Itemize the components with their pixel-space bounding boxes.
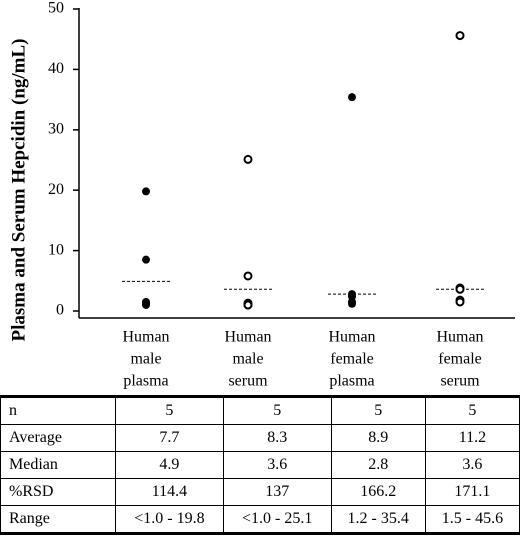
table-row: Average 7.7 8.3 8.9 11.2 <box>0 424 520 452</box>
x-tick-label: Human <box>436 329 483 346</box>
data-point <box>455 284 465 294</box>
x-tick-label: Human <box>122 329 169 346</box>
x-tick-label: female <box>438 351 482 368</box>
data-point <box>455 31 465 41</box>
table-cell: 3.6 <box>222 451 332 479</box>
table-row: %RSD 114.4 137 166.2 171.1 <box>0 478 520 506</box>
table-cell: Average <box>0 424 116 452</box>
x-tick-label: Human <box>328 329 375 346</box>
table-cell: 5 <box>330 396 426 425</box>
table-cell: 137 <box>222 478 332 506</box>
data-point <box>243 300 253 310</box>
table-cell: 1.5 - 45.6 <box>424 505 520 534</box>
data-point <box>348 299 356 308</box>
y-tick-label: 0 <box>56 302 64 319</box>
x-tick-label: male <box>232 351 263 368</box>
chart: Plasma and Serum Hepcidin (ng/mL) 0 10 20 3… <box>8 0 515 390</box>
data-point <box>142 255 150 264</box>
table-cell: 171.1 <box>424 478 520 506</box>
table-cell: 8.3 <box>222 424 332 452</box>
data-point <box>455 297 465 307</box>
table-cell: n <box>0 396 116 425</box>
table-cell: 5 <box>115 396 224 425</box>
data-point <box>142 300 150 309</box>
x-tick-label: plasma <box>329 373 374 390</box>
y-tick-label: 20 <box>48 181 64 198</box>
table-cell: 1.2 - 35.4 <box>330 505 426 534</box>
table-cell: 2.8 <box>330 451 426 479</box>
y-tick-label: 30 <box>48 120 64 137</box>
y-axis-label: Plasma and Serum Hepcidin (ng/mL) <box>8 39 29 342</box>
table-cell: %RSD <box>0 478 116 506</box>
table-cell: 5 <box>424 396 520 425</box>
y-tick-label: 40 <box>48 60 64 77</box>
data-point <box>142 187 150 196</box>
table-cell: Range <box>0 505 116 534</box>
table-row: Median 4.9 3.6 2.8 3.6 <box>0 451 520 479</box>
y-tick-label: 50 <box>48 0 64 17</box>
table-row: Range <1.0 - 19.8 <1.0 - 25.1 1.2 - 35.4 1.5… <box>0 505 520 534</box>
data-point <box>243 271 253 281</box>
table-cell: 7.7 <box>115 424 224 452</box>
table-cell: 4.9 <box>115 451 224 479</box>
table-cell: 8.9 <box>330 424 426 452</box>
x-tick-label: male <box>130 351 161 368</box>
x-tick-label: serum <box>228 373 268 390</box>
table-cell: 11.2 <box>424 424 520 452</box>
table-cell: 3.6 <box>424 451 520 479</box>
table-cell: <1.0 - 19.8 <box>115 505 224 534</box>
table-cell: 5 <box>222 396 332 425</box>
table-cell: 114.4 <box>115 478 224 506</box>
x-tick-label: plasma <box>123 373 168 390</box>
summary-table: n 5 5 5 5 Average 7.7 8.3 8.9 11.2 Median 4.9 3.6 2.8… <box>0 395 520 535</box>
x-tick-label: Human <box>224 329 271 346</box>
table-cell: <1.0 - 25.1 <box>222 505 332 534</box>
table-cell: 166.2 <box>330 478 426 506</box>
table-cell: Median <box>0 451 116 479</box>
data-point <box>348 93 356 102</box>
y-tick-label: 10 <box>48 241 64 258</box>
data-point <box>243 154 253 164</box>
x-tick-label: female <box>330 351 374 368</box>
x-tick-label: serum <box>440 373 480 390</box>
